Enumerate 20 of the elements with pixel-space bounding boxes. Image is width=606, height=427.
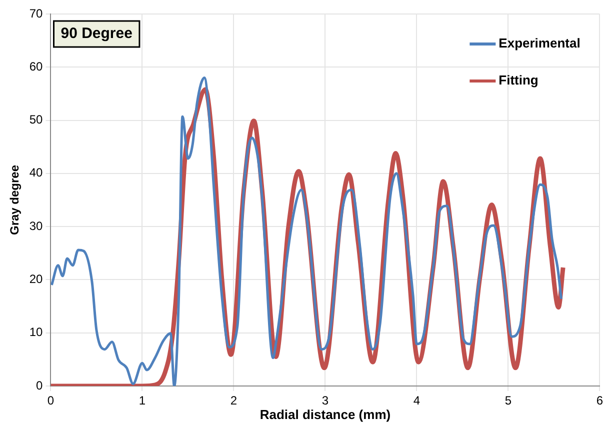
y-tick-label: 40 (29, 166, 44, 180)
x-tick-label: 5 (504, 394, 512, 408)
legend-label: Fitting (498, 72, 538, 88)
x-tick-label: 3 (322, 394, 329, 408)
y-tick-label: 50 (29, 112, 44, 127)
legend-label: Experimental (498, 36, 580, 51)
y-tick-label: 70 (29, 6, 44, 20)
x-tick-label: 2 (230, 394, 238, 408)
y-tick-label: 0 (36, 378, 44, 392)
text: 90 Degree (60, 25, 132, 42)
y-tick-label: 30 (29, 218, 44, 233)
x-tick-label: 6 (596, 394, 604, 408)
y-tick-label: 20 (29, 272, 44, 286)
y-axis-title: Gray degree (8, 164, 22, 236)
x-tick-label: 4 (413, 394, 420, 408)
y-tick-label: 60 (29, 59, 44, 74)
x-axis-title: Radial distance (mm) (260, 406, 391, 422)
x-tick-label: 0 (47, 394, 54, 408)
y-tick-label: 10 (29, 325, 44, 340)
x-tick-label: 1 (138, 394, 146, 408)
